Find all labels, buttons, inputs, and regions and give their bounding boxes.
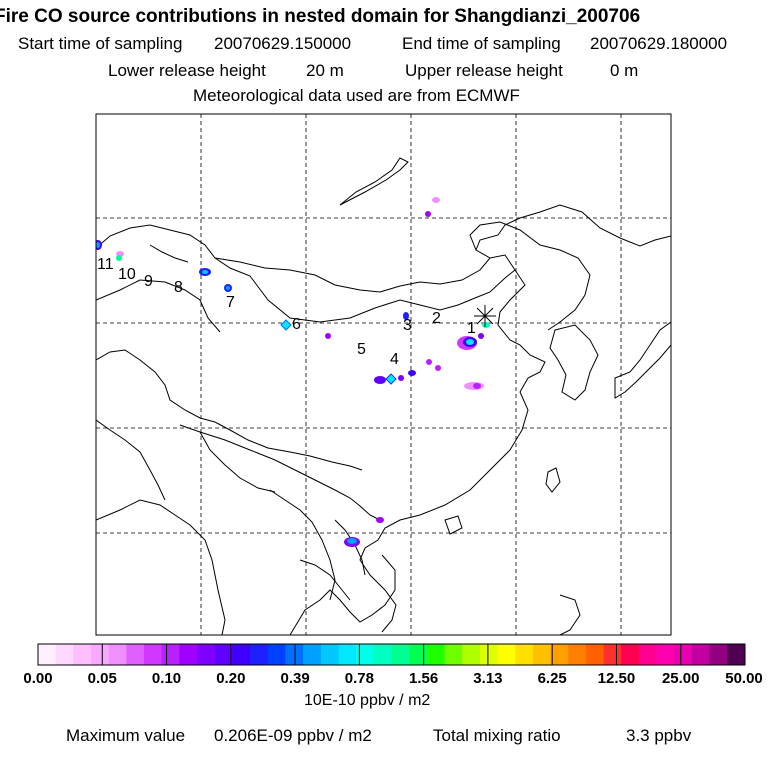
max-value-label: Maximum value [66,726,185,746]
colorbar-swatch [303,644,321,665]
colorbar-swatch [692,644,710,665]
coastline-korea [550,325,598,400]
total-mixing-value: 3.3 ppbv [626,726,691,746]
fire-source-plumes [94,197,490,547]
border-tibet-south [180,425,380,520]
asterisk-icon [474,305,496,327]
trajectory-label: 1 [467,320,476,337]
colorbar [38,644,746,665]
colorbar-swatch [321,644,339,665]
border-india-nepal [200,432,275,492]
trajectory-label: 7 [226,294,235,311]
trajectory-label: 3 [403,317,412,334]
colorbar-swatch [338,644,356,665]
colorbar-swatch [179,644,197,665]
coastline-philippines [560,595,580,635]
colorbar-tick-label: 6.25 [538,670,567,687]
total-mixing-label: Total mixing ratio [433,726,561,746]
colorbar-swatch [533,644,551,665]
colorbar-swatch [91,644,109,665]
colorbar-tick-label: 50.00 [725,670,763,687]
colorbar-tick-label: 0.78 [345,670,374,687]
trajectory-label: 6 [292,316,301,333]
colorbar-swatch [409,644,427,665]
colorbar-tick-label: 0.05 [88,670,117,687]
colorbar-swatch [109,644,127,665]
colorbar-swatch [445,644,463,665]
colorbar-swatch [639,644,657,665]
colorbar-swatch [144,644,162,665]
colorbar-tick-label: 0.20 [216,670,245,687]
coastline-arctic [340,158,408,205]
border-myanmar [270,490,335,600]
colorbar-swatch [515,644,533,665]
colorbar-swatch [551,644,569,665]
colorbar-swatch [285,644,303,665]
border-south-asia [96,420,165,500]
colorbar-swatch [427,644,445,665]
colorbar-swatch [197,644,215,665]
colorbar-swatch [710,644,728,665]
max-value: 0.206E-09 ppbv / m2 [214,726,372,746]
colorbar-tick-label: 25.00 [662,670,700,687]
colorbar-tick-label: 3.13 [473,670,502,687]
coastline-indochina [290,555,395,635]
colorbar-tick-label: 0.00 [23,670,52,687]
coastline-taiwan [546,468,560,492]
colorbar-swatch [268,644,286,665]
colorbar-swatch [215,644,233,665]
colorbar-swatch [568,644,586,665]
colorbar-swatch [657,644,675,665]
colorbar-swatch [462,644,480,665]
trajectory-label: 10 [118,266,136,283]
coastline-bay-bengal [96,500,225,635]
trajectory-labels: 1 2 3 4 5 6 7 8 9 10 11 [97,256,476,368]
border-laos-vietnam [335,520,365,575]
colorbar-tick-label: 0.10 [152,670,181,687]
colorbar-swatch [586,644,604,665]
trajectory-label: 2 [432,310,441,327]
colorbar-swatch [250,644,268,665]
colorbar-tick-label: 0.39 [280,670,309,687]
colorbar-swatch [604,644,622,665]
map-figure: 1 2 3 4 5 6 7 8 9 10 11 [0,0,768,768]
colorbar-swatch [498,644,516,665]
colorbar-swatch [56,644,74,665]
colorbar-swatch [374,644,392,665]
colorbar-tick-label: 12.50 [598,670,636,687]
colorbar-tick-label: 1.56 [409,670,438,687]
colorbar-swatch [621,644,639,665]
colorbar-swatch [674,644,692,665]
coastline-japan [615,322,671,398]
colorbar-units: 10E-10 ppbv / m2 [304,692,430,710]
colorbar-swatch [38,644,56,665]
trajectory-label: 4 [390,351,399,368]
border-thailand [300,560,350,600]
colorbar-swatch [73,644,91,665]
colorbar-swatch [727,644,745,665]
border-misc-central [150,245,188,262]
colorbar-swatch [126,644,144,665]
trajectory-label: 8 [174,279,183,296]
colorbar-swatch [480,644,498,665]
border-mongolia-north [96,225,490,292]
border-china-west [96,350,362,470]
coastline-hainan [445,516,462,534]
colorbar-swatch [232,644,250,665]
trajectory-label: 5 [357,341,366,358]
trajectory-label: 9 [144,273,153,290]
colorbar-swatch [162,644,180,665]
trajectory-label: 11 [97,256,114,273]
coastline-east-asia [360,205,671,632]
colorbar-swatch [392,644,410,665]
